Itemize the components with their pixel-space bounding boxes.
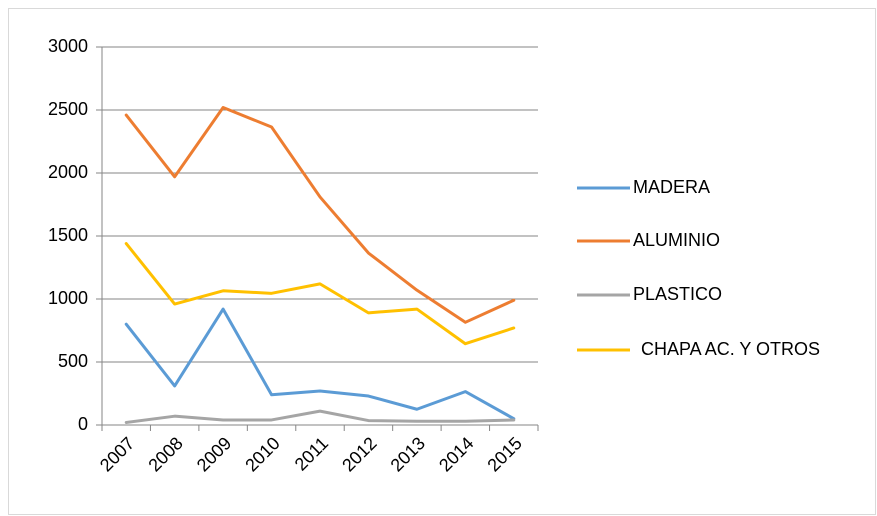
y-tick-label: 1000 bbox=[48, 288, 88, 308]
x-tick-label: 2011 bbox=[291, 433, 333, 475]
line-series bbox=[124, 409, 516, 424]
y-tick-label: 1500 bbox=[48, 225, 88, 245]
legend-label: CHAPA AC. Y OTROS bbox=[641, 339, 820, 359]
x-tick-label: 2013 bbox=[387, 433, 429, 475]
x-tick-label: 2012 bbox=[338, 433, 380, 475]
legend-label: MADERA bbox=[633, 177, 710, 197]
chart-border bbox=[8, 8, 876, 515]
x-tick-label: 2015 bbox=[484, 433, 526, 475]
legend-label: ALUMINIO bbox=[633, 230, 720, 250]
y-tick-label: 2000 bbox=[48, 162, 88, 182]
line-series bbox=[124, 242, 516, 346]
line-series bbox=[124, 307, 516, 421]
y-tick-label: 500 bbox=[58, 351, 88, 371]
legend-label: PLASTICO bbox=[633, 284, 722, 304]
x-tick-label: 2008 bbox=[144, 433, 186, 475]
x-tick-label: 2007 bbox=[96, 433, 138, 475]
x-tick-label: 2010 bbox=[241, 433, 283, 475]
line-series bbox=[124, 105, 516, 324]
y-tick-label: 0 bbox=[78, 414, 88, 434]
y-tick-label: 2500 bbox=[48, 99, 88, 119]
x-tick-label: 2009 bbox=[193, 433, 235, 475]
y-tick-label: 3000 bbox=[48, 36, 88, 56]
x-tick-label: 2014 bbox=[435, 433, 477, 475]
